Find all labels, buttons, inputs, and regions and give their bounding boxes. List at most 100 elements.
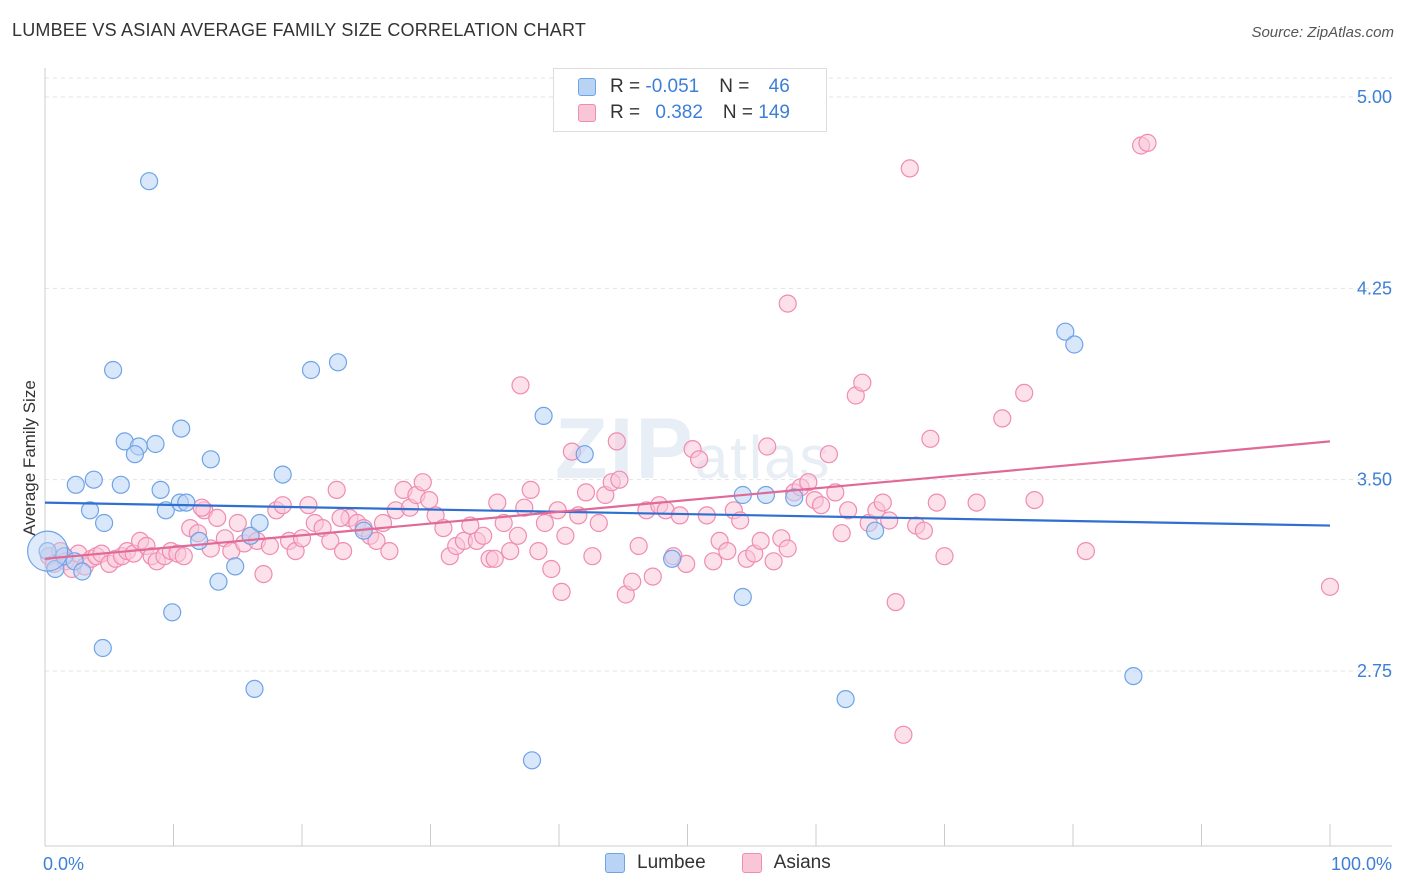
point-asians	[811, 496, 831, 515]
legend-n-label: N =	[722, 102, 759, 123]
point-lumbee	[1065, 335, 1084, 354]
gridlines	[45, 77, 1392, 672]
point-lumbee	[177, 493, 196, 512]
point-lumbee	[575, 445, 594, 464]
point-lumbee	[66, 475, 85, 494]
point-asians	[488, 493, 507, 512]
point-lumbee	[201, 450, 220, 469]
point-asians	[1320, 577, 1340, 596]
point-lumbee	[84, 470, 103, 489]
point-lumbee	[836, 689, 855, 709]
point-lumbee	[273, 465, 292, 484]
point-asians	[1076, 541, 1096, 561]
point-asians	[174, 547, 193, 566]
series-legend: Lumbee Asians	[605, 852, 867, 874]
point-asians	[1138, 133, 1157, 152]
point-lumbee	[80, 501, 100, 520]
series-label-asians: Asians	[773, 852, 831, 873]
point-asians	[853, 373, 872, 392]
point-asians	[542, 559, 561, 579]
point-asians	[607, 432, 626, 451]
legend-n-value: 149	[758, 102, 790, 123]
point-asians	[704, 552, 723, 571]
point-asians	[208, 508, 227, 528]
point-lumbee	[103, 360, 123, 380]
series-legend-asians: Asians	[741, 852, 831, 874]
y-tick-label: 5.00	[1357, 87, 1392, 107]
point-lumbee	[26, 530, 69, 572]
point-lumbee	[226, 557, 245, 576]
point-asians	[1015, 383, 1034, 402]
point-asians	[751, 531, 770, 551]
legend-row-asians: R = 0.382 N = 149	[578, 101, 790, 125]
point-asians	[485, 549, 504, 568]
point-lumbee	[250, 513, 269, 533]
point-lumbee	[146, 434, 165, 454]
series-legend-lumbee: Lumbee	[605, 852, 706, 874]
legend-row-lumbee: R = -0.051 N = 46	[578, 75, 790, 99]
point-asians	[838, 501, 858, 520]
point-lumbee	[125, 445, 144, 464]
point-asians	[764, 552, 783, 571]
trend-line-lumbee	[44, 501, 1331, 527]
point-lumbee	[662, 549, 682, 568]
y-tick-label: 2.75	[1357, 661, 1392, 681]
legend-swatch-lumbee	[578, 78, 596, 96]
point-lumbee	[73, 562, 92, 581]
y-tick-label: 3.50	[1357, 470, 1392, 490]
point-asians	[623, 572, 642, 591]
point-asians	[292, 529, 312, 548]
point-lumbee	[94, 513, 114, 533]
point-asians	[494, 513, 513, 533]
point-asians	[799, 473, 818, 492]
point-lumbee	[140, 172, 159, 191]
legend-n-label: N =	[719, 76, 755, 97]
point-lumbee	[865, 521, 885, 540]
point-asians	[413, 473, 432, 492]
point-asians	[260, 536, 279, 556]
point-asians	[583, 547, 602, 566]
point-asians	[556, 526, 575, 545]
point-asians	[192, 498, 211, 517]
point-asians	[331, 508, 350, 528]
point-asians	[327, 480, 346, 499]
point-asians	[880, 511, 899, 530]
axes	[44, 68, 1392, 847]
point-lumbee	[151, 480, 170, 499]
point-asians	[501, 541, 520, 561]
legend-n-value: 46	[768, 76, 790, 97]
point-asians	[670, 506, 689, 525]
series-swatch-lumbee	[605, 853, 625, 873]
point-lumbee	[209, 572, 228, 591]
point-asians	[589, 513, 608, 533]
point-asians	[629, 536, 648, 556]
point-lumbee	[1124, 666, 1143, 686]
point-lumbee	[785, 488, 804, 507]
point-lumbee	[156, 501, 175, 520]
point-asians	[273, 496, 292, 515]
point-asians	[718, 541, 737, 561]
point-asians	[778, 539, 797, 558]
legend-swatch-asians	[578, 104, 596, 122]
point-lumbee	[163, 603, 182, 622]
point-asians	[334, 541, 353, 561]
point-asians	[508, 526, 528, 545]
point-asians	[552, 582, 571, 602]
point-asians	[886, 592, 905, 612]
point-asians	[894, 725, 913, 744]
point-asians	[367, 531, 386, 551]
legend-r-label: R =	[610, 76, 646, 97]
source-credit: Source: ZipAtlas.com	[1251, 24, 1394, 41]
point-asians	[610, 470, 629, 489]
point-asians	[967, 493, 986, 512]
correlation-legend: R = -0.051 N = 46 R = 0.382 N = 149	[553, 68, 827, 132]
point-asians	[993, 409, 1012, 428]
legend-r-value: -0.051	[645, 76, 700, 97]
tick-labels: 5.00 4.25 3.50 2.75 0.0% 100.0%	[43, 87, 1392, 874]
point-lumbee	[756, 485, 776, 505]
point-asians	[819, 445, 839, 464]
trend-lines	[44, 440, 1331, 560]
point-asians	[873, 493, 892, 512]
point-asians	[1025, 491, 1044, 510]
point-lumbee	[328, 353, 348, 372]
